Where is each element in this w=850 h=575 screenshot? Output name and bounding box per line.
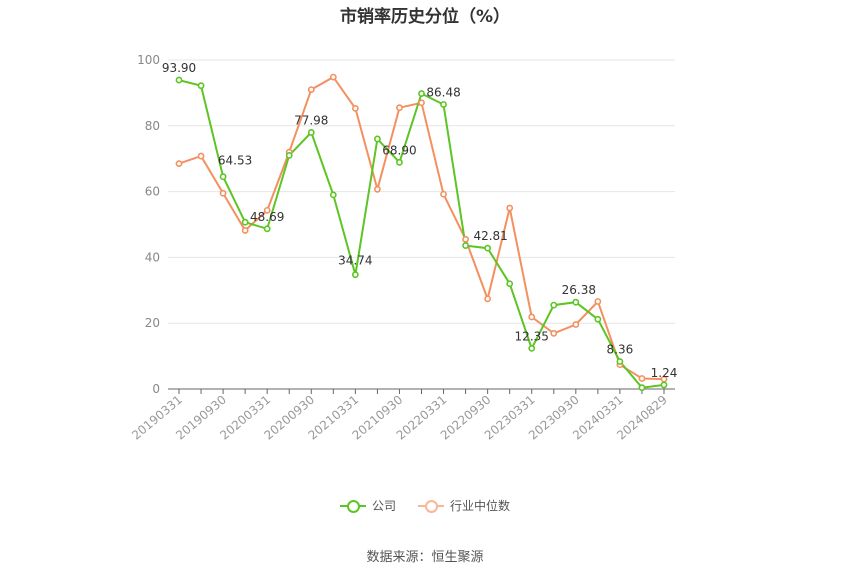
legend-label-industry-median: 行业中位数 xyxy=(450,499,511,513)
data-point-company xyxy=(351,271,359,279)
data-point-company xyxy=(506,280,514,288)
data-point-company xyxy=(374,135,381,143)
data-label: 42.81 xyxy=(473,229,507,243)
y-tick-label: 100 xyxy=(137,53,160,67)
data-point-company xyxy=(528,344,536,352)
data-point-industry-median xyxy=(263,206,271,214)
data-point-company xyxy=(263,225,271,233)
data-point-industry-median xyxy=(638,375,646,382)
data-point-industry-median xyxy=(550,329,558,337)
data-point-industry-median xyxy=(374,185,381,193)
data-point-company xyxy=(550,301,558,309)
data-label: 93.90 xyxy=(162,61,196,75)
data-label: 48.69 xyxy=(250,210,284,224)
data-point-industry-median xyxy=(440,190,447,198)
data-label: 68.90 xyxy=(382,143,416,157)
data-point-company xyxy=(197,82,205,90)
legend-item-industry-median[interactable]: 行业中位数 xyxy=(418,497,510,514)
data-point-company xyxy=(616,358,624,365)
data-label: 26.38 xyxy=(562,283,596,297)
data-label: 8.36 xyxy=(607,342,634,356)
data-point-industry-median xyxy=(241,227,249,234)
data-source: 数据来源：恒生聚源 xyxy=(366,550,484,565)
data-point-company xyxy=(418,90,425,97)
data-point-company xyxy=(572,298,580,306)
data-point-company xyxy=(329,191,337,199)
y-axis: 0 20 40 60 80 100 xyxy=(137,53,160,396)
y-tick-label: 20 xyxy=(145,316,160,330)
data-label: 64.53 xyxy=(218,154,252,168)
data-label: 86.48 xyxy=(426,85,460,99)
data-point-industry-median xyxy=(197,152,205,160)
data-point-company xyxy=(175,76,183,84)
data-point-company xyxy=(594,315,602,323)
data-label: 77.98 xyxy=(294,113,328,127)
data-label: 12.35 xyxy=(515,329,549,343)
series-lines xyxy=(178,75,665,389)
data-point-industry-median xyxy=(506,204,514,212)
data-point-company xyxy=(241,218,249,226)
data-point-industry-median xyxy=(329,73,337,81)
series-line-industry-median xyxy=(178,75,665,381)
legend-label-company: 公司 xyxy=(371,499,396,513)
data-point-company xyxy=(219,173,227,181)
y-tick-label: 40 xyxy=(145,250,160,264)
data-point-industry-median xyxy=(219,189,227,197)
y-tick-label: 80 xyxy=(145,119,160,133)
data-point-company xyxy=(307,129,315,136)
data-point-industry-median xyxy=(462,235,469,243)
data-labels: 93.90 64.53 48.69 77.98 34.74 68.90 86.48 42.81… xyxy=(162,61,678,380)
data-point-industry-median xyxy=(396,104,403,112)
x-axis: 2019033120190930202003312020093020210331… xyxy=(129,388,675,443)
data-point-industry-median xyxy=(175,160,183,168)
legend-item-company[interactable]: 公司 xyxy=(339,497,396,514)
data-point-industry-median xyxy=(351,104,359,112)
data-point-company xyxy=(462,242,469,249)
data-label: 1.24 xyxy=(651,366,678,380)
data-point-company xyxy=(440,101,447,108)
data-point-industry-median xyxy=(528,313,536,321)
legend: 公司 行业中位数 xyxy=(0,497,850,514)
data-point-company xyxy=(285,152,293,159)
data-point-company xyxy=(396,158,403,166)
y-tick-label: 60 xyxy=(145,185,160,199)
data-point-company xyxy=(660,381,668,389)
legend-marker-industry-median xyxy=(418,499,444,513)
data-point-company xyxy=(638,384,646,392)
data-point-company xyxy=(484,244,492,252)
y-tick-label: 0 xyxy=(152,382,160,396)
data-point-industry-median xyxy=(594,298,602,305)
grid-lines xyxy=(168,59,675,324)
data-point-industry-median xyxy=(572,321,580,328)
line-chart: 0 20 40 60 80 100 201903312019093020200331202… xyxy=(129,53,678,443)
data-point-industry-median xyxy=(307,86,315,94)
data-point-industry-median xyxy=(484,295,492,303)
data-point-industry-median xyxy=(418,99,425,107)
series-points xyxy=(175,73,668,392)
chart-title: 市销率历史分位（%） xyxy=(339,7,511,27)
legend-marker-company xyxy=(339,499,366,513)
data-label: 34.74 xyxy=(338,254,372,268)
